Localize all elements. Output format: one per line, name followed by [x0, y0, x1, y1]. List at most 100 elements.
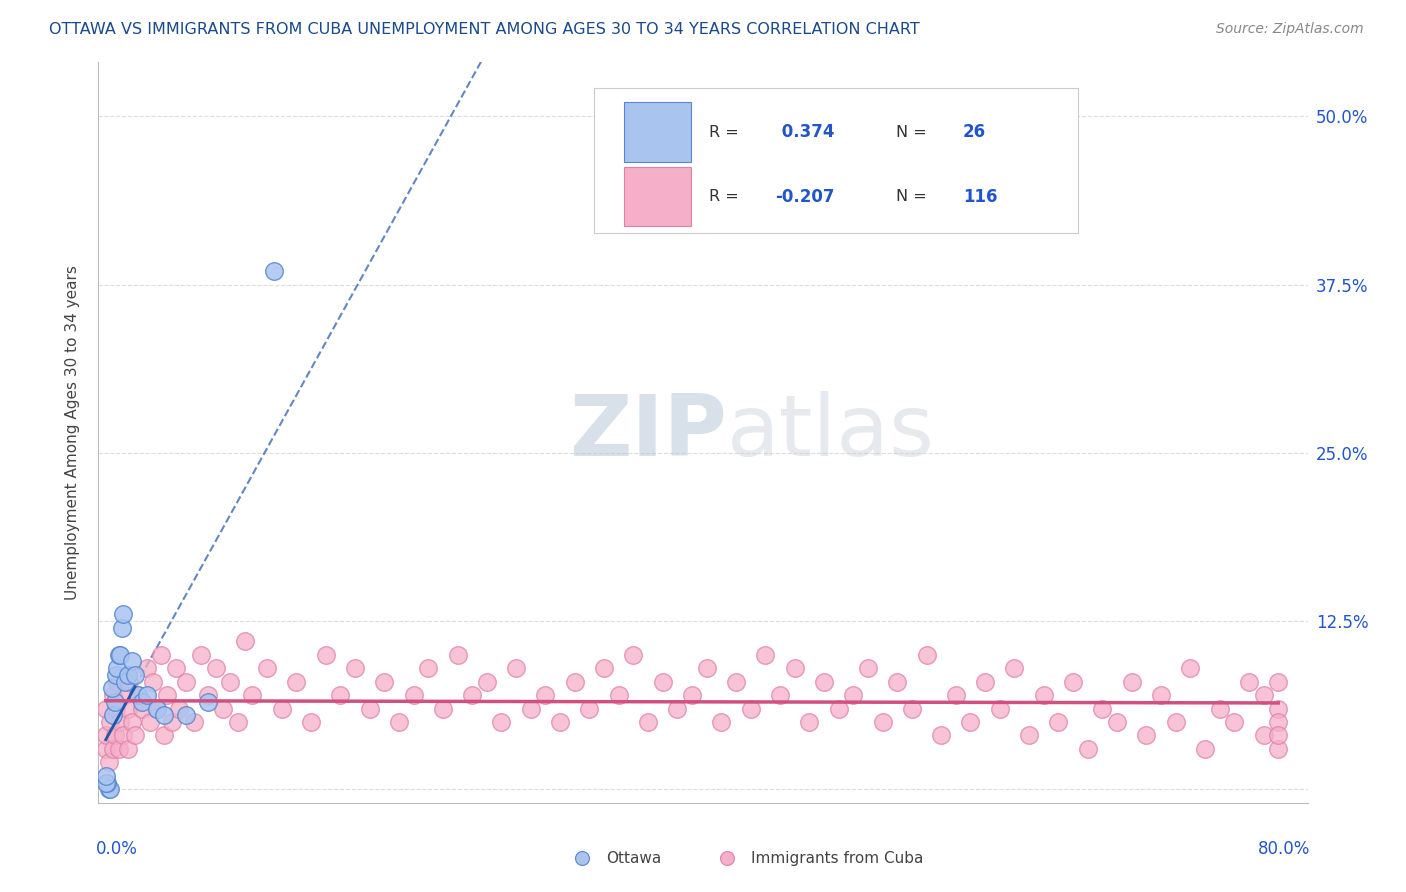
- Point: [799, 714, 821, 729]
- Point: [176, 708, 198, 723]
- Point: [564, 674, 586, 689]
- Point: [256, 661, 278, 675]
- Point: [101, 708, 124, 723]
- Point: [754, 648, 776, 662]
- Point: [740, 701, 762, 715]
- Point: [446, 648, 468, 662]
- Text: R =: R =: [709, 125, 738, 139]
- Point: [146, 701, 169, 715]
- Point: [270, 701, 292, 715]
- Point: [856, 883, 879, 892]
- Point: [1237, 674, 1260, 689]
- Y-axis label: Unemployment Among Ages 30 to 34 years: Unemployment Among Ages 30 to 34 years: [65, 265, 80, 600]
- Point: [146, 701, 169, 715]
- Point: [842, 688, 865, 702]
- Point: [105, 701, 128, 715]
- Point: [299, 714, 322, 729]
- Point: [263, 264, 285, 278]
- Point: [190, 648, 212, 662]
- Point: [593, 661, 616, 675]
- Text: 26: 26: [963, 123, 986, 141]
- Point: [974, 674, 997, 689]
- Text: R =: R =: [709, 189, 738, 204]
- Text: -0.207: -0.207: [776, 188, 835, 206]
- Point: [1091, 701, 1114, 715]
- Point: [226, 714, 249, 729]
- FancyBboxPatch shape: [624, 167, 690, 227]
- Point: [240, 688, 263, 702]
- Point: [97, 756, 120, 770]
- Point: [637, 714, 659, 729]
- Point: [418, 661, 440, 675]
- Point: [607, 688, 630, 702]
- Point: [1267, 714, 1289, 729]
- Point: [167, 701, 190, 715]
- Point: [124, 668, 146, 682]
- Point: [111, 621, 134, 635]
- Point: [929, 729, 952, 743]
- Point: [1121, 674, 1143, 689]
- Text: N =: N =: [897, 125, 927, 139]
- Point: [505, 661, 527, 675]
- Point: [681, 883, 703, 892]
- Point: [1253, 729, 1275, 743]
- Point: [988, 701, 1011, 715]
- Point: [666, 701, 689, 715]
- Point: [329, 688, 352, 702]
- FancyBboxPatch shape: [595, 88, 1078, 233]
- Point: [1135, 729, 1157, 743]
- Point: [1018, 729, 1040, 743]
- Point: [105, 668, 128, 682]
- Point: [127, 688, 149, 702]
- Text: ZIP: ZIP: [569, 391, 727, 475]
- Point: [578, 701, 600, 715]
- Point: [621, 648, 644, 662]
- Text: N =: N =: [897, 189, 927, 204]
- Point: [1267, 742, 1289, 756]
- Point: [114, 688, 136, 702]
- Point: [97, 782, 120, 797]
- Point: [160, 714, 183, 729]
- Point: [94, 775, 117, 789]
- Point: [1004, 661, 1026, 675]
- Point: [651, 674, 673, 689]
- Point: [94, 769, 117, 783]
- Text: atlas: atlas: [727, 391, 935, 475]
- Point: [107, 661, 129, 675]
- Point: [98, 782, 121, 797]
- Text: Source: ZipAtlas.com: Source: ZipAtlas.com: [1216, 22, 1364, 37]
- Point: [118, 674, 141, 689]
- Point: [150, 648, 173, 662]
- Point: [681, 688, 703, 702]
- Point: [121, 714, 143, 729]
- Point: [1180, 661, 1202, 675]
- Point: [101, 688, 124, 702]
- Point: [124, 729, 146, 743]
- Point: [127, 688, 149, 702]
- Point: [131, 695, 153, 709]
- Text: 0.0%: 0.0%: [96, 840, 138, 858]
- Point: [101, 742, 124, 756]
- Point: [1150, 688, 1173, 702]
- Point: [108, 648, 131, 662]
- Point: [285, 674, 308, 689]
- Point: [1077, 742, 1099, 756]
- Point: [901, 701, 924, 715]
- Point: [475, 674, 498, 689]
- Point: [1047, 714, 1070, 729]
- Point: [1208, 701, 1230, 715]
- Point: [153, 729, 176, 743]
- Point: [827, 701, 849, 715]
- Point: [1032, 688, 1054, 702]
- Point: [1223, 714, 1246, 729]
- Point: [1267, 729, 1289, 743]
- Point: [112, 729, 135, 743]
- Point: [1267, 674, 1289, 689]
- Point: [1267, 701, 1289, 715]
- Point: [769, 688, 792, 702]
- Point: [315, 648, 337, 662]
- Point: [117, 668, 139, 682]
- Point: [461, 688, 484, 702]
- Point: [117, 701, 139, 715]
- Point: [176, 674, 198, 689]
